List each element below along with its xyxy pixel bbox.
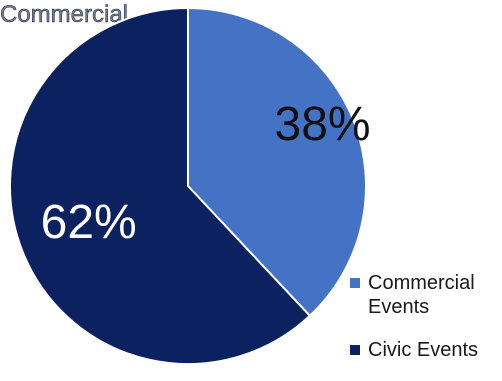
pie-data-label-civic-events: 62% [41,196,137,249]
pie-slices-layer [9,6,367,365]
pie-slice-commercial-events [187,6,367,318]
pie-chart: Commercial 38% 62% [0,1,371,365]
chart-title: Commercial [0,1,128,28]
pie-slice-civic-events [9,6,312,365]
legend-label-civic-events: Civic Events [368,339,479,361]
legend-item-commercial-events: Commercial Events [350,271,500,319]
legend-item-civic-events: Civic Events [350,338,500,362]
legend: Commercial Events Civic Events [350,271,500,381]
chart-container: Commercial 38% 62% Commercial Events Civi… [0,1,478,365]
legend-swatch-commercial-events [350,278,360,288]
legend-swatch-civic-events [350,345,360,355]
pie-data-labels-layer: 38% 62% [41,98,371,249]
pie-data-label-commercial-events: 38% [275,98,371,151]
legend-label-commercial-events: Commercial Events [368,272,475,318]
